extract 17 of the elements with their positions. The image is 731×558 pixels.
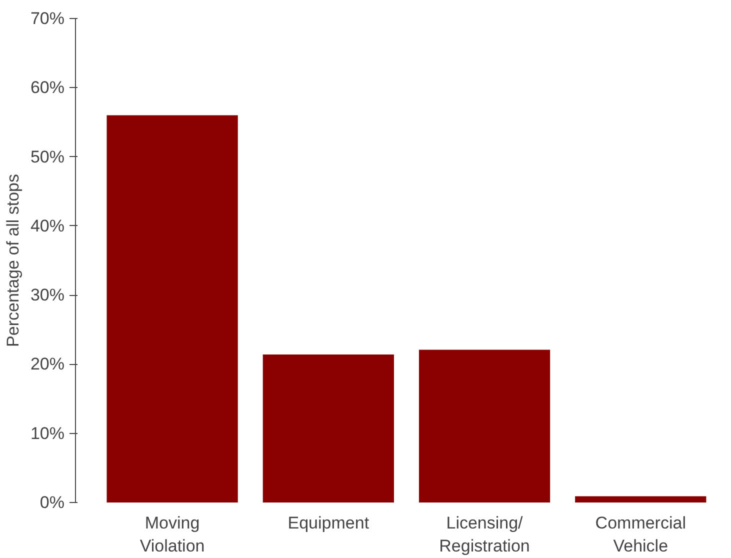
y-tick-label: 20% xyxy=(30,354,65,374)
y-tick-label: 30% xyxy=(30,286,65,305)
x-tick-label: Equipment xyxy=(288,514,370,532)
bar xyxy=(418,350,550,502)
y-tick-label: 60% xyxy=(30,78,65,98)
y-axis-title: Percentage of all stops xyxy=(3,174,22,347)
y-tick-label: 10% xyxy=(30,424,65,443)
y-tick-label: 40% xyxy=(30,216,65,236)
bar xyxy=(575,496,706,502)
bar xyxy=(106,115,238,502)
x-tick-label: Licensing/ Registration xyxy=(439,514,530,556)
x-tick-label: Moving Violation xyxy=(140,514,205,556)
y-tick-label: 50% xyxy=(30,147,65,166)
bar xyxy=(262,354,394,502)
y-tick-label: 70% xyxy=(30,9,65,28)
x-tick-label: Commercial Vehicle xyxy=(595,514,686,556)
y-tick-label: 0% xyxy=(40,493,65,512)
